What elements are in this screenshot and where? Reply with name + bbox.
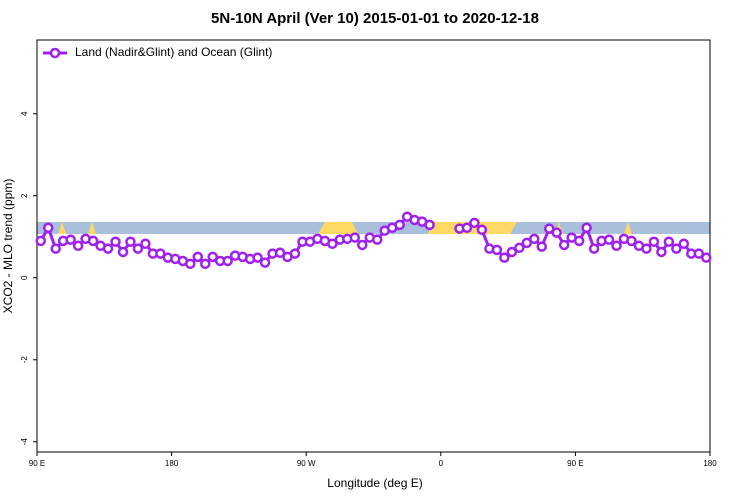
data-point <box>394 219 405 231</box>
data-point <box>558 239 570 251</box>
data-point <box>289 248 301 259</box>
data-point <box>327 238 338 249</box>
data-point <box>611 240 622 252</box>
data-point <box>65 234 76 245</box>
data-point <box>185 258 196 270</box>
ocean-band <box>37 222 710 234</box>
data-point <box>469 217 480 229</box>
plot-frame <box>36 39 711 453</box>
data-point <box>259 257 271 268</box>
data-point <box>357 239 368 251</box>
data-point <box>117 246 129 258</box>
x-tick-label: 180 <box>703 459 717 468</box>
data-point <box>701 252 712 263</box>
data-point <box>35 235 46 247</box>
data-point <box>50 243 61 254</box>
data-point <box>506 246 518 258</box>
data-point <box>371 234 383 245</box>
data-point <box>671 243 682 254</box>
y-tick-label: -4 <box>20 438 29 446</box>
data-point <box>678 238 690 249</box>
chart-title: 5N-10N April (Ver 10) 2015-01-01 to 2020… <box>211 10 539 27</box>
land-ocean-mask <box>37 222 710 234</box>
x-tick-label: 0 <box>439 459 444 468</box>
land-patch <box>318 222 358 234</box>
data-point <box>207 251 218 263</box>
data-point <box>222 255 233 267</box>
data-point <box>656 246 667 258</box>
data-point <box>200 258 211 270</box>
data-point <box>132 243 144 254</box>
data-point <box>648 236 660 247</box>
data-point <box>476 224 488 236</box>
data-point <box>42 222 54 234</box>
data-point <box>125 236 136 247</box>
x-tick-label: 90 E <box>567 459 583 468</box>
data-point <box>529 233 540 245</box>
data-point <box>693 248 705 259</box>
data-point <box>140 238 151 249</box>
y-tick-label: 0 <box>20 275 29 280</box>
y-tick-label: 2 <box>20 193 29 198</box>
y-axis-label: XCO2 - MLO trend (ppm) <box>1 179 15 314</box>
data-point <box>543 223 555 234</box>
legend-label: Land (Nadir&Glint) and Ocean (Glint) <box>75 45 272 59</box>
data-point <box>626 235 637 247</box>
land-patch <box>428 222 517 234</box>
data-point <box>274 247 286 259</box>
data-point <box>514 242 525 254</box>
x-tick-label: 90 W <box>297 459 316 468</box>
data-point <box>252 252 263 263</box>
data-point <box>499 252 510 263</box>
land-patch <box>624 222 632 234</box>
data-point <box>603 234 615 245</box>
data-point <box>424 219 435 231</box>
data-point <box>349 232 361 243</box>
data-point <box>663 236 675 247</box>
data-point <box>521 237 533 249</box>
data-point <box>588 243 600 254</box>
data-point <box>581 222 592 234</box>
data-point <box>110 236 121 247</box>
data-point <box>87 235 99 247</box>
data-point <box>461 222 473 234</box>
legend: Land (Nadir&Glint) and Ocean (Glint) <box>43 45 272 59</box>
data-point <box>102 243 114 254</box>
x-axis-label: Longitude (deg E) <box>327 476 422 490</box>
data-point <box>536 241 547 252</box>
y-tick-label: -2 <box>20 356 29 364</box>
data-point <box>72 240 84 252</box>
land-patch <box>88 222 96 234</box>
data-point <box>551 227 562 238</box>
data-point <box>155 248 166 259</box>
data-point <box>491 244 503 256</box>
data-point <box>641 243 652 254</box>
y-tick-label: 4 <box>20 111 29 116</box>
land-patch <box>58 222 66 234</box>
x-tick-label: 180 <box>165 459 179 468</box>
data-point <box>573 235 585 247</box>
x-tick-label: 90 E <box>29 459 45 468</box>
data-point <box>192 251 204 263</box>
legend-marker <box>49 47 61 59</box>
